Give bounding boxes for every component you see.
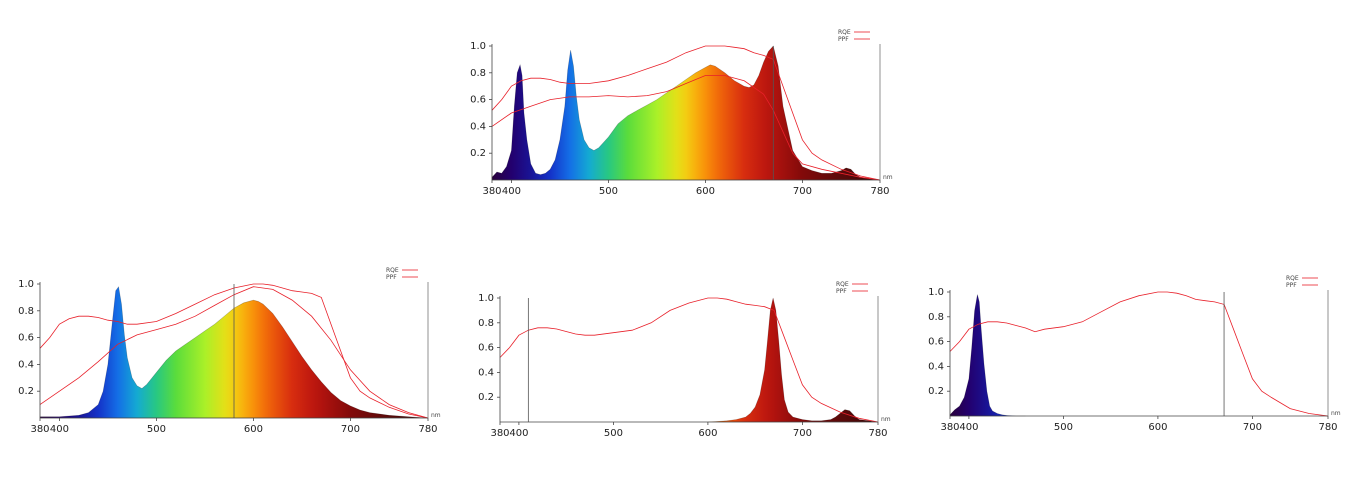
- y-tick-label: 0.8: [478, 318, 494, 329]
- x-tick-label: 700: [793, 186, 812, 197]
- x-tick-label: 380: [490, 428, 509, 439]
- rqe-curve: [949, 291, 1329, 417]
- x-tick-label: 400: [509, 428, 528, 439]
- spectrum-chart-top: 0.2 0.4 0.6 0.8 1.0 380 400 500 600 700 780 nm RQEPP…: [470, 29, 893, 197]
- y-tick-label: 0.6: [928, 337, 944, 348]
- x-tick-label: 600: [698, 428, 717, 439]
- legend-label: RQE: [386, 267, 399, 274]
- x-tick-label: 500: [604, 428, 623, 439]
- legend-label: PPF: [1286, 282, 1297, 289]
- spectrum-chart-bottom-right: 0.2 0.4 0.6 0.8 1.0 380 400 500 600 700 780 nm RQEPP…: [928, 275, 1341, 433]
- x-tick-label: 600: [244, 424, 263, 435]
- x-tick-label: 700: [1243, 422, 1262, 433]
- legend-label: PPF: [386, 274, 397, 281]
- x-tick-label: 380: [30, 424, 49, 435]
- ppf-curve: [491, 75, 881, 181]
- y-tick-label: 0.2: [928, 386, 944, 397]
- x-tick-label: 780: [418, 424, 437, 435]
- x-tick-label: 500: [599, 186, 618, 197]
- x-tick-label: 780: [1318, 422, 1337, 433]
- x-tick-label: 400: [50, 424, 69, 435]
- x-tick-label: 380: [482, 186, 501, 197]
- y-tick-label: 0.4: [478, 367, 494, 378]
- spectrum-area: [949, 294, 1026, 417]
- x-tick-label: 600: [1148, 422, 1167, 433]
- spectrum-chart-bottom-middle: 0.2 0.4 0.6 0.8 1.0 380 400 500 600 700 780 nm RQEPP…: [478, 281, 891, 439]
- x-tick-label: 600: [696, 186, 715, 197]
- y-tick-label: 0.2: [18, 386, 34, 397]
- x-axis-unit-label: nm: [431, 412, 441, 419]
- y-tick-label: 0.4: [928, 361, 944, 372]
- x-tick-label: 400: [502, 186, 521, 197]
- y-tick-label: 0.8: [928, 312, 944, 323]
- y-tick-label: 0.2: [478, 392, 494, 403]
- y-tick-label: 0.6: [470, 95, 486, 106]
- y-tick-label: 1.0: [470, 41, 486, 52]
- spectrum-area: [707, 297, 879, 423]
- legend-label: RQE: [836, 281, 849, 288]
- x-axis-unit-label: nm: [883, 174, 893, 181]
- y-tick-label: 0.8: [470, 68, 486, 79]
- legend-label: PPF: [836, 288, 847, 295]
- x-tick-label: 780: [868, 428, 887, 439]
- y-tick-label: 1.0: [928, 287, 944, 298]
- legend-label: RQE: [1286, 275, 1299, 282]
- y-tick-label: 0.6: [478, 343, 494, 354]
- y-tick-label: 0.6: [18, 333, 34, 344]
- x-axis-unit-label: nm: [881, 416, 891, 423]
- legend-label: RQE: [838, 29, 851, 36]
- x-tick-label: 500: [147, 424, 166, 435]
- x-tick-label: 780: [870, 186, 889, 197]
- spectrum-area: [491, 45, 881, 181]
- rqe-curve: [491, 45, 881, 181]
- y-tick-label: 0.8: [18, 306, 34, 317]
- y-tick-label: 0.4: [18, 359, 34, 370]
- x-tick-label: 700: [341, 424, 360, 435]
- y-tick-label: 0.2: [470, 148, 486, 159]
- x-tick-label: 380: [940, 422, 959, 433]
- x-tick-label: 400: [959, 422, 978, 433]
- y-tick-label: 1.0: [18, 279, 34, 290]
- legend-label: PPF: [838, 36, 849, 43]
- y-tick-label: 0.4: [470, 121, 486, 132]
- y-tick-label: 1.0: [478, 293, 494, 304]
- x-tick-label: 500: [1054, 422, 1073, 433]
- rqe-curve: [499, 297, 879, 423]
- x-axis-unit-label: nm: [1331, 410, 1341, 417]
- spectrum-chart-bottom-left: 0.2 0.4 0.6 0.8 1.0 380 400 500 600 700 780 nm RQEPP…: [18, 267, 441, 435]
- rqe-curve: [39, 283, 429, 419]
- x-tick-label: 700: [793, 428, 812, 439]
